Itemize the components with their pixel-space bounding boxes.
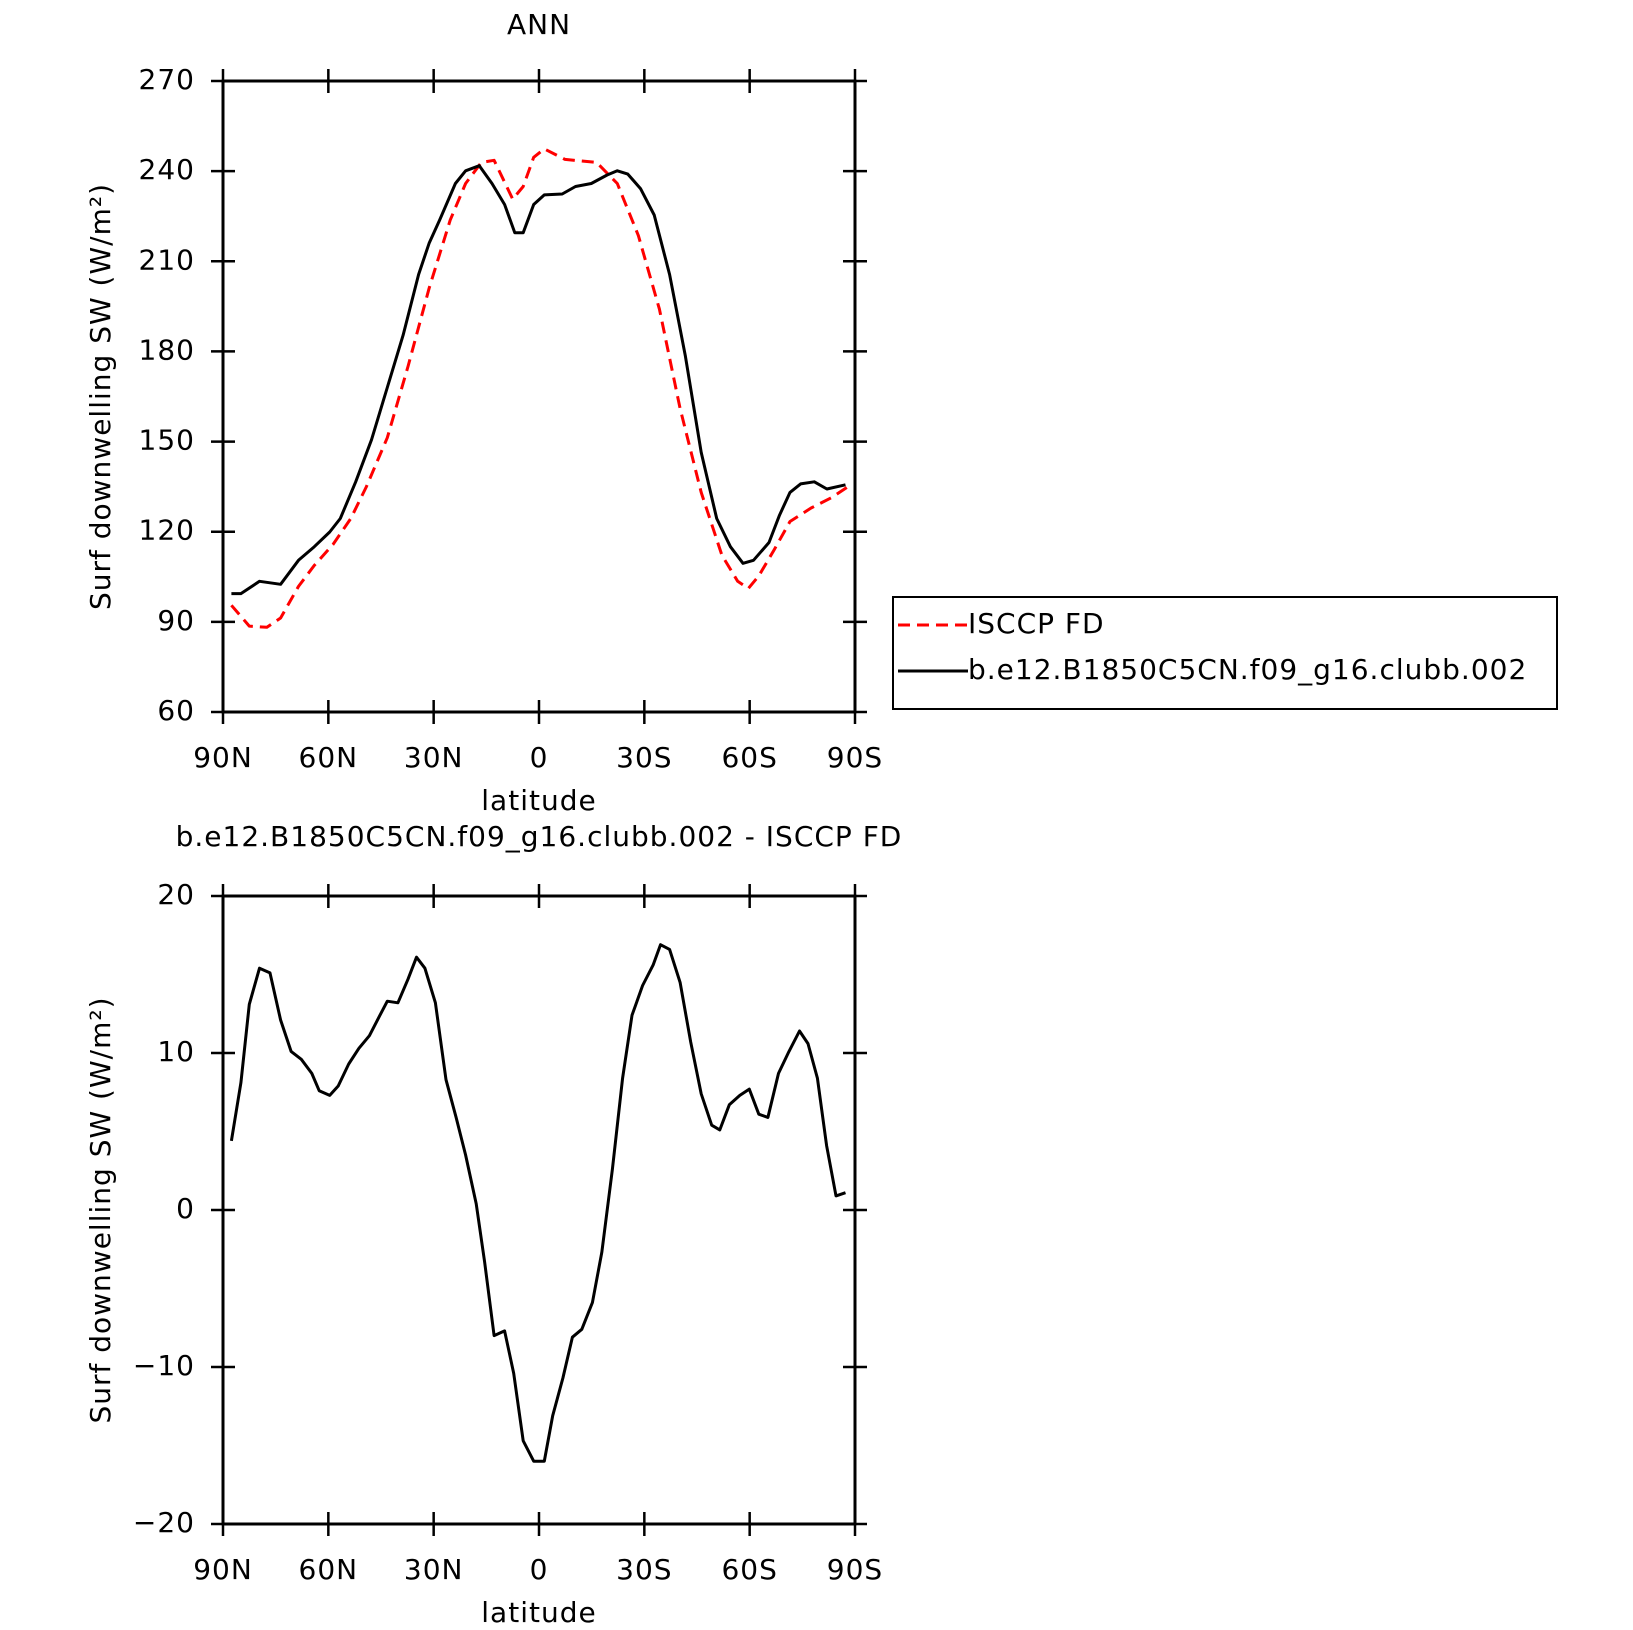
legend-label: ISCCP FD (968, 607, 1105, 640)
plot-frame (221, 894, 857, 1526)
x-tick-label: 60S (721, 741, 777, 774)
data-line (230, 147, 849, 629)
x-tick-label: 60S (721, 1553, 777, 1586)
x-tick-label: 60N (299, 741, 359, 774)
x-axis-label: latitude (481, 784, 596, 817)
plot: b.e12.B1850C5CN.f09_g16.clubb.002 - ISCC… (84, 820, 903, 1629)
x-tick-label: 90S (827, 741, 883, 774)
data-line (231, 164, 846, 596)
x-tick-label: 30N (404, 1553, 464, 1586)
legend-label: b.e12.B1850C5CN.f09_g16.clubb.002 (968, 653, 1527, 686)
x-tick-label: 0 (530, 1553, 549, 1586)
x-tick-label: 90N (193, 1553, 253, 1586)
legend-box (892, 596, 1558, 710)
x-tick-label: 0 (530, 741, 549, 774)
y-tick-label: 150 (139, 424, 195, 457)
x-tick-label: 30S (616, 741, 672, 774)
data-line (229, 943, 846, 1463)
plot-frame (221, 79, 857, 714)
y-tick-label: 270 (139, 63, 195, 96)
x-tick-label: 90N (193, 741, 253, 774)
y-tick-label: −20 (133, 1506, 195, 1539)
y-tick-label: 60 (157, 694, 195, 727)
x-axis-label: latitude (481, 1596, 596, 1629)
chart-title: ANN (507, 8, 571, 41)
y-tick-label: −10 (133, 1349, 195, 1382)
y-tick-label: 90 (157, 604, 195, 637)
y-tick-label: 180 (139, 333, 195, 366)
y-tick-label: 10 (157, 1035, 195, 1068)
x-tick-label: 90S (827, 1553, 883, 1586)
y-axis-label: Surf downwelling SW (W/m²) (84, 183, 117, 610)
chart-title: b.e12.B1850C5CN.f09_g16.clubb.002 - ISCC… (176, 820, 903, 853)
y-axis-label: Surf downwelling SW (W/m²) (84, 996, 117, 1423)
y-tick-label: 0 (176, 1192, 195, 1225)
y-tick-label: 240 (139, 153, 195, 186)
x-tick-label: 30N (404, 741, 464, 774)
plot: ANN 60 90 120 150 180 210 240 270 90N 60N 30N 0 30S 60… (84, 8, 1558, 817)
y-tick-label: 120 (139, 514, 195, 547)
x-tick-label: 30S (616, 1553, 672, 1586)
y-tick-label: 20 (157, 878, 195, 911)
y-tick-label: 210 (139, 243, 195, 276)
x-tick-label: 60N (299, 1553, 359, 1586)
